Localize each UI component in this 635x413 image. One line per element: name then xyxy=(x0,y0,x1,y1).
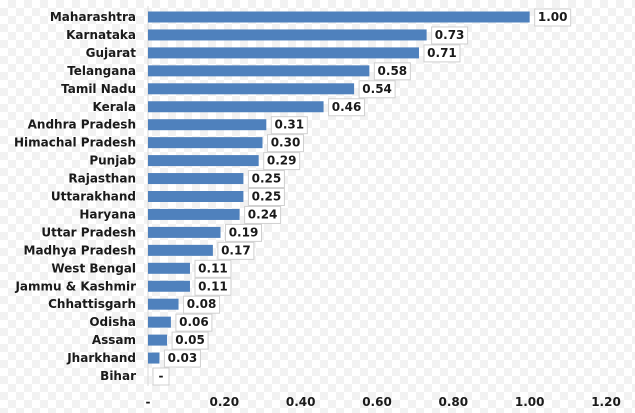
bar xyxy=(148,262,190,274)
bar xyxy=(148,334,168,346)
x-tick-label: 0.20 xyxy=(210,395,240,409)
bar xyxy=(148,244,213,256)
data-label-box xyxy=(225,223,263,242)
category-label: Uttar Pradesh xyxy=(41,225,136,239)
category-label: Chhattisgarh xyxy=(48,297,136,311)
x-tick-label: 1.00 xyxy=(515,395,545,409)
bar xyxy=(148,226,221,238)
category-label: Jharkhand xyxy=(66,351,136,365)
data-label-box xyxy=(423,44,461,63)
category-label: Himachal Pradesh xyxy=(14,136,136,150)
bar xyxy=(148,155,259,167)
category-label: Andhra Pradesh xyxy=(28,118,136,132)
data-label-box xyxy=(373,62,411,81)
category-label: Jammu & Kashmir xyxy=(14,279,136,293)
data-label: 1.00 xyxy=(538,10,568,24)
data-label: 0.19 xyxy=(229,225,259,239)
x-tick-label: - xyxy=(146,395,151,409)
category-label: Karnataka xyxy=(66,28,136,42)
data-label: 0.58 xyxy=(378,64,408,78)
category-label: Tamil Nadu xyxy=(61,82,136,96)
bar xyxy=(148,137,263,149)
data-label: 0.71 xyxy=(427,46,457,60)
category-label: Punjab xyxy=(89,154,136,168)
category-label: Uttarakhand xyxy=(51,190,136,204)
data-label-box xyxy=(194,277,232,296)
data-label: 0.24 xyxy=(248,207,278,221)
data-label-box xyxy=(534,8,572,27)
data-label: 0.17 xyxy=(221,243,251,257)
category-label: Rajasthan xyxy=(68,172,136,186)
x-tick-label: 0.40 xyxy=(286,395,316,409)
bar xyxy=(148,208,240,220)
bar xyxy=(148,11,530,23)
data-label-box xyxy=(267,134,304,153)
data-label-box xyxy=(171,331,209,350)
category-label: Assam xyxy=(92,333,136,347)
data-label-box xyxy=(175,313,213,332)
category-label: Maharashtra xyxy=(50,10,136,24)
data-label: 0.25 xyxy=(252,172,282,186)
x-tick-label: 0.80 xyxy=(439,395,469,409)
data-label-box xyxy=(152,367,170,386)
x-tick-label: 1.20 xyxy=(591,395,621,409)
data-label-box xyxy=(263,152,301,171)
data-label-box xyxy=(247,188,285,206)
data-label: 0.46 xyxy=(332,100,362,114)
bar xyxy=(148,352,160,364)
data-label: 0.73 xyxy=(435,28,465,42)
data-label-box xyxy=(358,80,396,99)
data-label: 0.29 xyxy=(267,154,297,168)
category-label: Bihar xyxy=(100,369,136,383)
data-label: 0.31 xyxy=(275,118,305,132)
bar xyxy=(148,83,355,95)
data-label: - xyxy=(159,369,164,383)
bar xyxy=(148,280,190,292)
bar xyxy=(148,316,171,328)
data-label-box xyxy=(163,349,201,368)
data-label: 0.06 xyxy=(179,315,209,329)
data-label: 0.11 xyxy=(198,279,228,293)
data-label: 0.05 xyxy=(175,333,205,347)
data-label: 0.08 xyxy=(187,297,217,311)
data-label: 0.25 xyxy=(252,190,282,204)
data-label-box xyxy=(328,98,366,117)
data-label-box xyxy=(194,259,232,278)
data-label-box xyxy=(431,26,469,45)
data-label-box xyxy=(270,116,308,135)
data-label: 0.03 xyxy=(168,351,198,365)
data-label: 0.30 xyxy=(271,136,301,150)
bar xyxy=(148,119,267,131)
bar xyxy=(148,298,179,310)
data-label: 0.54 xyxy=(362,82,392,96)
bar xyxy=(148,191,244,202)
bar xyxy=(148,47,419,59)
category-label: West Bengal xyxy=(51,261,136,275)
category-label: Odisha xyxy=(89,315,136,329)
data-label-box xyxy=(244,205,282,224)
category-label: Gujarat xyxy=(86,46,137,60)
data-label-box xyxy=(183,295,221,314)
bar xyxy=(148,65,370,77)
bar xyxy=(148,29,427,41)
data-label: 0.11 xyxy=(198,261,228,275)
data-label-box xyxy=(217,241,255,260)
x-tick-label: 0.60 xyxy=(362,395,392,409)
category-label: Telangana xyxy=(67,64,136,78)
category-label: Madhya Pradesh xyxy=(24,243,137,257)
data-label-box xyxy=(247,170,285,189)
category-label: Haryana xyxy=(79,207,136,221)
bar xyxy=(148,101,324,113)
bar xyxy=(148,173,244,185)
category-label: Kerala xyxy=(93,100,136,114)
